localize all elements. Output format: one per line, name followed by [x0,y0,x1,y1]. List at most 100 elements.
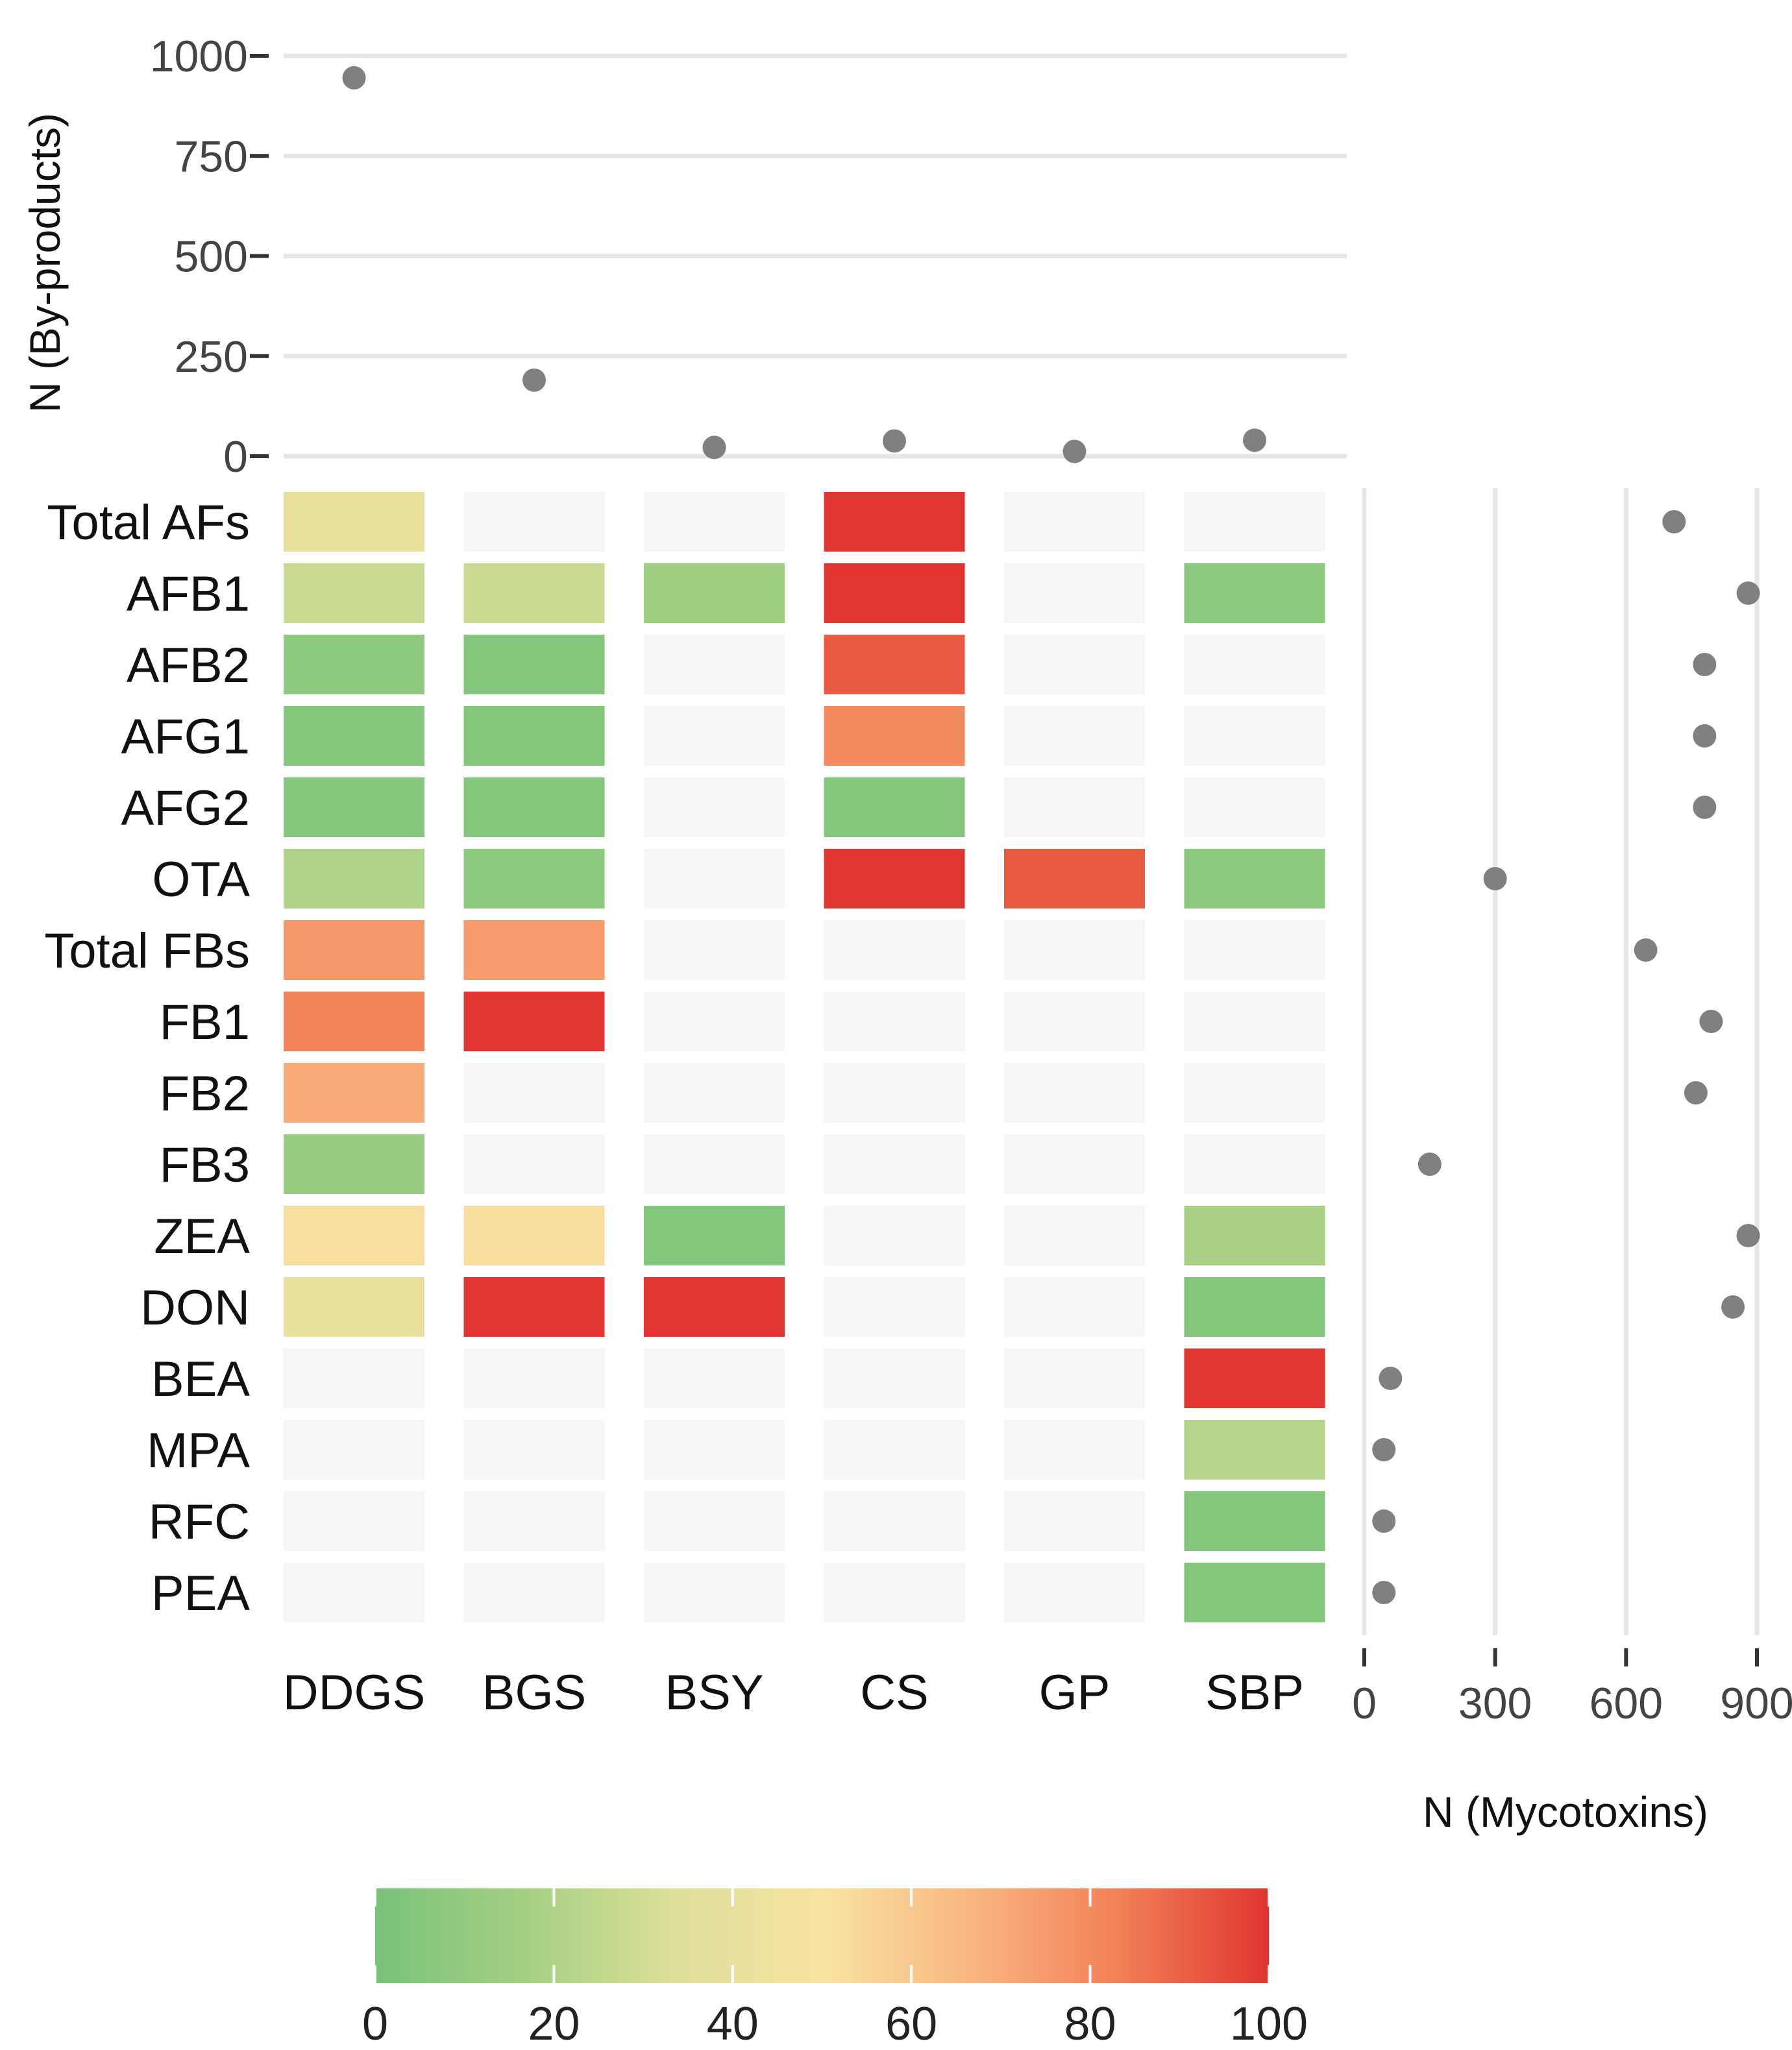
cell-afg1-bsy [644,706,785,766]
cell-afg1-ddgs [284,706,424,766]
cell-total-afs-ddgs [284,492,424,552]
cell-rfc-gp [1004,1491,1145,1551]
cell-afb1-bgs [463,563,605,623]
cell-fb2-sbp [1184,1063,1325,1123]
color-legend: 0 20 40 60 80 100 [362,1888,1308,2050]
legend-tick-label: 80 [1064,1998,1116,2050]
cell-total-afs-gp [1004,492,1145,552]
cell-fb1-cs [824,992,965,1051]
right-point-afb1 [1736,581,1760,605]
cell-fb1-bsy [644,992,785,1051]
cell-fb3-gp [1004,1134,1145,1194]
top-tick-label: 500 [175,232,248,282]
cell-afb1-sbp [1184,563,1325,623]
cell-don-bsy [644,1277,785,1337]
cell-afg1-sbp [1184,706,1325,766]
cell-total-fbs-ddgs [284,920,424,980]
cell-don-gp [1004,1277,1145,1337]
cell-fb2-bsy [644,1063,785,1123]
column-label: GP [1039,1665,1111,1720]
cell-fb2-gp [1004,1063,1145,1123]
top-axis-title: N (By-products) [21,113,69,413]
row-label: OTA [152,852,250,907]
cell-afg1-bgs [463,706,605,766]
column-label: DDGS [283,1665,426,1720]
right-tick-label: 900 [1720,1679,1792,1728]
cell-total-fbs-cs [824,920,965,980]
cell-don-bgs [463,1277,605,1337]
right-point-total-fbs [1634,938,1658,962]
column-label: BSY [665,1665,763,1720]
legend-tick-label: 60 [885,1998,937,2050]
cell-afb2-gp [1004,635,1145,694]
cell-afg2-ddgs [284,777,424,837]
cell-afb1-ddgs [284,563,424,623]
cell-zea-cs [824,1206,965,1265]
legend-colorbar [375,1888,1269,1983]
cell-mpa-sbp [1184,1420,1325,1480]
right-point-fb3 [1418,1153,1442,1176]
column-label: CS [860,1665,929,1720]
cell-afb2-cs [824,635,965,694]
column-label: SBP [1205,1665,1304,1720]
right-point-don [1721,1295,1745,1319]
cell-afg2-gp [1004,777,1145,837]
cell-afg2-sbp [1184,777,1325,837]
right-point-mpa [1372,1438,1396,1461]
top-tick-label: 250 [175,332,248,382]
cell-mpa-bgs [463,1420,605,1480]
cell-don-sbp [1184,1277,1325,1337]
cell-afb1-cs [824,563,965,623]
cell-don-cs [824,1277,965,1337]
cell-bea-bgs [463,1348,605,1408]
cell-ota-bgs [463,849,605,909]
row-label: AFG2 [121,781,251,836]
cell-total-afs-sbp [1184,492,1325,552]
row-label: FB1 [160,995,250,1050]
cell-pea-bsy [644,1563,785,1622]
right-point-ota [1483,867,1507,890]
top-panel: 0 250 500 750 1000 N (By-products) [21,32,1347,482]
top-point-sbp [1243,428,1266,452]
row-label: Total FBs [44,923,250,979]
cell-total-fbs-sbp [1184,920,1325,980]
cell-bea-ddgs [284,1348,424,1408]
cell-ota-bsy [644,849,785,909]
cell-rfc-bgs [463,1491,605,1551]
row-label: AFG1 [121,709,251,764]
row-label: AFB2 [127,638,250,693]
top-tick-label: 1000 [150,32,248,81]
cell-total-afs-cs [824,492,965,552]
top-point-bgs [522,368,546,392]
right-point-rfc [1372,1509,1396,1533]
cell-rfc-sbp [1184,1491,1325,1551]
cell-bea-sbp [1184,1348,1325,1408]
cell-ota-cs [824,849,965,909]
row-label: DON [140,1280,250,1336]
cell-fb2-ddgs [284,1063,424,1123]
cell-ota-gp [1004,849,1145,909]
cell-fb3-bsy [644,1134,785,1194]
cell-afg1-gp [1004,706,1145,766]
cell-bea-bsy [644,1348,785,1408]
cell-pea-gp [1004,1563,1145,1622]
cell-total-fbs-gp [1004,920,1145,980]
cell-pea-cs [824,1563,965,1622]
cell-total-fbs-bsy [644,920,785,980]
cell-fb1-sbp [1184,992,1325,1051]
top-point-bsy [702,435,726,459]
cell-mpa-ddgs [284,1420,424,1480]
right-point-pea [1372,1581,1396,1604]
legend-tick-label: 40 [707,1998,759,2050]
row-label: AFB1 [127,567,250,622]
top-tick-label: 750 [175,132,248,181]
cell-afb2-ddgs [284,635,424,694]
row-label: PEA [151,1566,250,1621]
cell-zea-ddgs [284,1206,424,1265]
cell-afb2-bgs [463,635,605,694]
cell-rfc-bsy [644,1491,785,1551]
cell-fb2-cs [824,1063,965,1123]
row-label: ZEA [154,1209,250,1264]
cell-afb1-bsy [644,563,785,623]
